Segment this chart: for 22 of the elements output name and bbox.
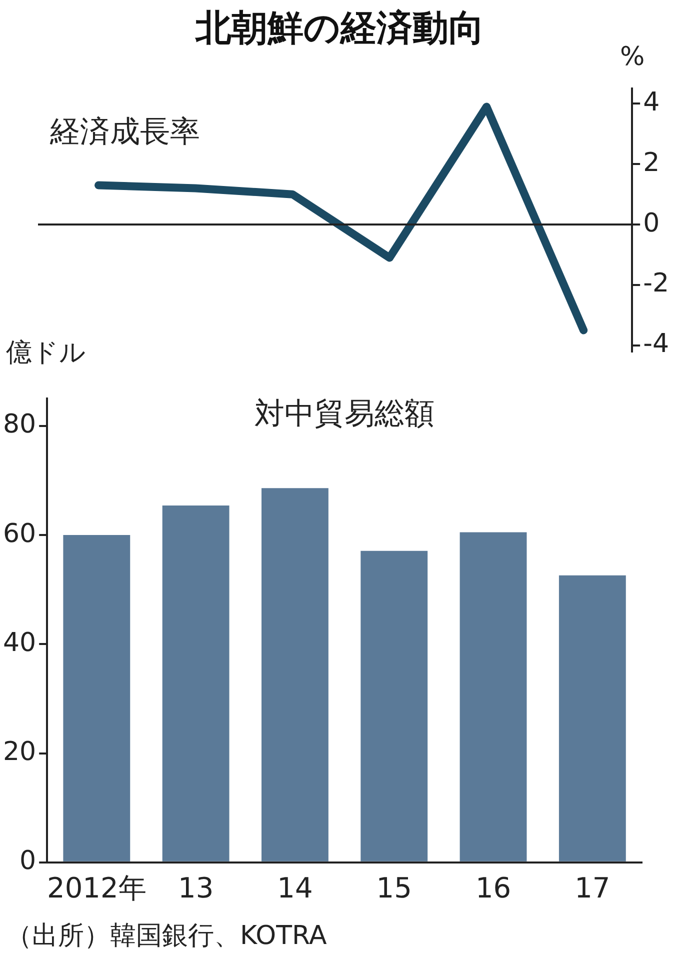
series-label: 経済成長率 <box>49 114 200 150</box>
x-tick-label: 15 <box>376 871 412 904</box>
y-tick-label: -2 <box>643 268 670 299</box>
x-tick-label: 16 <box>475 871 512 904</box>
chart-title: 北朝鮮の経済動向 <box>196 8 484 49</box>
y-tick-label: 80 <box>2 410 36 440</box>
y-tick-label: 20 <box>2 737 36 768</box>
x-tick-label: 17 <box>574 871 610 904</box>
x-tick-label: 2012年 <box>47 871 146 904</box>
y-tick-label: 4 <box>643 87 660 118</box>
y-tick-label: -4 <box>643 329 670 360</box>
y-tick-label: 60 <box>2 518 36 549</box>
text: （出所）韓国銀行、KOTRA <box>6 920 327 953</box>
y-tick-label: 2 <box>643 148 660 178</box>
x-tick-label: 14 <box>277 871 313 904</box>
y-tick-label: 40 <box>2 628 36 658</box>
y-axis-title: 億ドル <box>6 337 86 370</box>
y-tick-label: 0 <box>643 208 660 238</box>
chart-title: 対中貿易総額 <box>254 396 435 432</box>
x-tick-label: 13 <box>178 871 214 904</box>
y-axis-title: % <box>620 42 645 72</box>
y-tick-label: 0 <box>20 846 36 876</box>
